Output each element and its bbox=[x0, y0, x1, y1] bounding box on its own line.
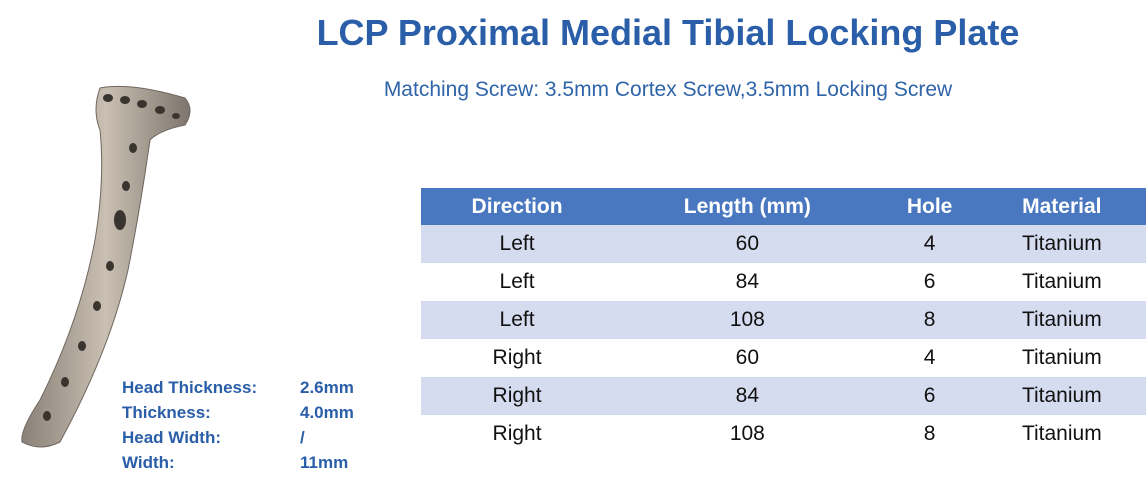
spec-label: Width: bbox=[122, 453, 175, 472]
plate-image bbox=[21, 85, 191, 448]
spec-value: 11mm bbox=[300, 453, 349, 472]
table-cell: 8 bbox=[881, 301, 978, 339]
table-cell: Titanium bbox=[1021, 346, 1102, 369]
table-header: Direction Length (mm) Hole Material bbox=[421, 188, 1146, 225]
table-cell: Left bbox=[421, 225, 614, 263]
table-cell: Titanium bbox=[1021, 270, 1102, 293]
table-row: Right 108 8 Titanium bbox=[421, 415, 1146, 453]
table-cell: Left bbox=[421, 301, 614, 339]
column-header: Hole bbox=[881, 188, 978, 225]
table-cell: 84 bbox=[735, 270, 760, 293]
spec-label: Head Thickness: bbox=[122, 378, 258, 397]
spec-row: Head Thickness: 2.6mm bbox=[122, 378, 382, 403]
spec-value: 4.0mm bbox=[300, 403, 354, 422]
spec-label: Head Width: bbox=[122, 428, 222, 447]
table-cell: 4 bbox=[923, 346, 936, 369]
table-cell: Right bbox=[421, 377, 614, 415]
spec-label: Thickness: bbox=[122, 403, 211, 422]
table-cell: 60 bbox=[735, 346, 760, 369]
table-cell: 4 bbox=[881, 225, 978, 263]
table-cell: 6 bbox=[881, 377, 978, 415]
spec-value: / bbox=[300, 428, 305, 447]
table-row: Left 60 4 Titanium bbox=[421, 225, 1146, 263]
column-header: Direction bbox=[421, 188, 614, 225]
table-cell: Left bbox=[499, 270, 535, 293]
table-cell: Titanium bbox=[977, 225, 1146, 263]
table-cell: 60 bbox=[613, 225, 882, 263]
table-cell: 6 bbox=[923, 270, 936, 293]
table-cell: Right bbox=[492, 422, 542, 445]
specs: Head Thickness: 2.6mm Thickness: 4.0mm Head … bbox=[122, 378, 382, 478]
table-cell: Titanium bbox=[977, 301, 1146, 339]
spec-table: Direction Length (mm) Hole Material Left 60 4… bbox=[421, 188, 1146, 453]
column-header: Material bbox=[977, 188, 1146, 225]
table-body: Left 60 4 Titanium Left 84 6 Titanium Left 108 8 Ti… bbox=[421, 225, 1146, 453]
table-cell: 8 bbox=[923, 422, 936, 445]
table-cell: Titanium bbox=[1021, 422, 1102, 445]
table-cell: 108 bbox=[729, 422, 765, 445]
table-row: Right 60 4 Titanium bbox=[421, 339, 1146, 377]
table-cell: 108 bbox=[613, 301, 882, 339]
title: LCP Proximal Medial Tibial Locking Plate bbox=[316, 12, 1020, 53]
spec-value: 2.6mm bbox=[300, 378, 354, 397]
spec-row: Width: 11mm bbox=[122, 453, 382, 478]
column-header: Length (mm) bbox=[613, 188, 882, 225]
spec-row: Head Width: / bbox=[122, 428, 382, 453]
subtitle: Matching Screw: 3.5mm Cortex Screw,3.5mm… bbox=[383, 78, 953, 101]
table-row: Left 84 6 Titanium bbox=[421, 263, 1146, 301]
table-row: Right 84 6 Titanium bbox=[421, 377, 1146, 415]
table-row: Left 108 8 Titanium bbox=[421, 301, 1146, 339]
table-cell: Titanium bbox=[977, 377, 1146, 415]
spec-row: Thickness: 4.0mm bbox=[122, 403, 382, 428]
table-cell: Right bbox=[492, 346, 542, 369]
table-cell: 84 bbox=[613, 377, 882, 415]
